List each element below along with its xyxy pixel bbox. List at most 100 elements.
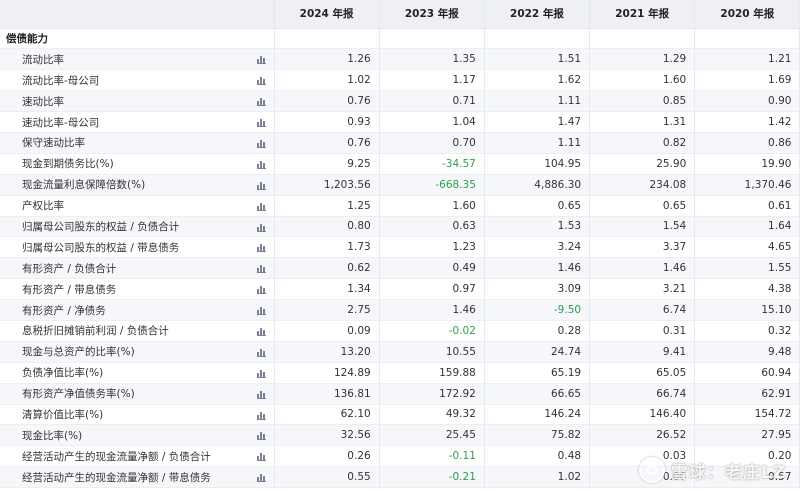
value-cell: 1.73 bbox=[274, 236, 380, 258]
row-label: 流动比率-母公司 bbox=[22, 74, 100, 87]
row-label-cell: 流动比率 bbox=[0, 48, 275, 70]
bar-chart-icon[interactable] bbox=[256, 306, 266, 316]
value-cell: 1.46 bbox=[589, 257, 696, 279]
value-cell: 66.74 bbox=[589, 383, 696, 405]
table-row: 现金比率(%) 32.56 25.45 75.82 26.52 27.95 bbox=[0, 424, 800, 446]
value-cell: 1.21 bbox=[694, 48, 800, 70]
value-cell: 1.17 bbox=[379, 69, 485, 91]
value-cell: 26.52 bbox=[589, 424, 696, 446]
value-cell: 0.26 bbox=[274, 445, 380, 467]
table-row: 归属母公司股东的权益 / 负债合计 0.80 0.63 1.53 1.54 1.64 bbox=[0, 216, 800, 237]
value-cell: 25.45 bbox=[379, 424, 485, 446]
value-cell: 62.10 bbox=[274, 404, 380, 425]
value-cell: 9.41 bbox=[589, 341, 696, 363]
bar-chart-icon[interactable] bbox=[256, 139, 266, 148]
bar-chart-icon[interactable] bbox=[256, 181, 266, 190]
row-label: 有形资产净值债务率(%) bbox=[22, 388, 135, 401]
row-label-cell: 有形资产净值债务率(%) bbox=[0, 383, 275, 405]
value-cell: 0.20 bbox=[694, 445, 800, 467]
value-cell: 32.56 bbox=[274, 424, 380, 446]
value-cell: 0.63 bbox=[379, 216, 485, 237]
header-year-1[interactable]: 2023 年报 bbox=[379, 0, 485, 29]
table-header-row: 2024 年报 2023 年报 2022 年报 2021 年报 2020 年报 bbox=[0, 0, 800, 29]
bar-chart-icon[interactable] bbox=[256, 369, 266, 378]
row-label: 保守速动比率 bbox=[22, 137, 85, 150]
bar-chart-icon[interactable] bbox=[256, 452, 266, 462]
value-cell: 0.55 bbox=[274, 466, 380, 488]
value-cell: 1.64 bbox=[694, 216, 800, 237]
bar-chart-icon[interactable] bbox=[256, 327, 266, 336]
row-label-cell: 现金与总资产的比率(%) bbox=[0, 341, 275, 363]
row-label: 现金比率(%) bbox=[22, 429, 83, 442]
table-row: 现金流量利息保障倍数(%) 1,203.56 -668.35 4,886.30 234.… bbox=[0, 174, 800, 196]
value-cell: 65.05 bbox=[589, 362, 696, 384]
table-row: 负债净值比率(%) 124.89 159.88 65.19 65.05 60.94 bbox=[0, 362, 800, 384]
header-year-4[interactable]: 2020 年报 bbox=[694, 0, 800, 29]
bar-chart-icon[interactable] bbox=[256, 202, 266, 211]
row-label-cell: 现金比率(%) bbox=[0, 424, 275, 446]
table-row: 经营活动产生的现金流量净额 / 带息债务 0.55 -0.21 1.02 0.06 0.5… bbox=[0, 466, 800, 488]
value-cell: -668.35 bbox=[379, 174, 485, 196]
table-row: 流动比率 1.26 1.35 1.51 1.29 1.21 bbox=[0, 48, 800, 70]
header-year-0[interactable]: 2024 年报 bbox=[274, 0, 380, 29]
row-label: 有形资产 / 带息债务 bbox=[22, 283, 117, 296]
section-row: 偿债能力 bbox=[0, 28, 800, 49]
bar-chart-icon[interactable] bbox=[256, 390, 266, 399]
value-cell: 2.75 bbox=[274, 299, 380, 321]
table-row: 产权比率 1.25 1.60 0.65 0.65 0.61 bbox=[0, 195, 800, 217]
value-cell: 124.89 bbox=[274, 362, 380, 384]
value-cell: 3.24 bbox=[484, 236, 591, 258]
value-cell: 1,203.56 bbox=[274, 174, 380, 196]
value-cell: 65.19 bbox=[484, 362, 591, 384]
bar-chart-icon[interactable] bbox=[256, 285, 266, 295]
value-cell: -0.21 bbox=[379, 466, 485, 488]
value-cell: 6.74 bbox=[589, 299, 696, 321]
row-label-cell: 有形资产 / 净债务 bbox=[0, 299, 275, 321]
section-title: 偿债能力 bbox=[0, 28, 275, 49]
bar-chart-icon[interactable] bbox=[256, 118, 266, 128]
header-year-2[interactable]: 2022 年报 bbox=[484, 0, 591, 29]
value-cell: 3.37 bbox=[589, 236, 696, 258]
row-label-cell: 归属母公司股东的权益 / 负债合计 bbox=[0, 216, 275, 237]
row-label: 有形资产 / 净债务 bbox=[22, 304, 106, 317]
value-cell: 0.82 bbox=[589, 132, 696, 154]
row-label: 归属母公司股东的权益 / 带息债务 bbox=[22, 241, 180, 254]
table-row: 保守速动比率 0.76 0.70 1.11 0.82 0.86 bbox=[0, 132, 800, 154]
table-row: 有形资产 / 带息债务 1.34 0.97 3.09 3.21 4.38 bbox=[0, 278, 800, 300]
bar-chart-icon[interactable] bbox=[256, 97, 266, 107]
value-cell: 0.28 bbox=[484, 320, 591, 342]
value-cell: -0.02 bbox=[379, 320, 485, 342]
value-cell: 0.09 bbox=[274, 320, 380, 342]
bar-chart-icon[interactable] bbox=[256, 243, 266, 253]
value-cell: 62.91 bbox=[694, 383, 800, 405]
bar-chart-icon[interactable] bbox=[256, 348, 266, 357]
value-cell: 1,370.46 bbox=[694, 174, 800, 196]
value-cell: 159.88 bbox=[379, 362, 485, 384]
value-cell: 1.11 bbox=[484, 132, 591, 154]
bar-chart-icon[interactable] bbox=[256, 473, 266, 483]
value-cell: 1.60 bbox=[589, 69, 696, 91]
row-label: 速动比率-母公司 bbox=[22, 116, 100, 129]
row-label-cell: 清算价值比率(%) bbox=[0, 404, 275, 425]
value-cell: 104.95 bbox=[484, 153, 591, 175]
value-cell: 0.70 bbox=[379, 132, 485, 154]
value-cell: 0.80 bbox=[274, 216, 380, 237]
bar-chart-icon[interactable] bbox=[256, 55, 266, 65]
value-cell: 9.25 bbox=[274, 153, 380, 175]
value-cell: 15.10 bbox=[694, 299, 800, 321]
header-year-3[interactable]: 2021 年报 bbox=[589, 0, 696, 29]
value-cell: 0.62 bbox=[274, 257, 380, 279]
value-cell: 0.97 bbox=[379, 278, 485, 300]
bar-chart-icon[interactable] bbox=[256, 411, 266, 420]
value-cell: 234.08 bbox=[589, 174, 696, 196]
bar-chart-icon[interactable] bbox=[256, 431, 266, 441]
bar-chart-icon[interactable] bbox=[256, 160, 266, 169]
bar-chart-icon[interactable] bbox=[256, 264, 266, 274]
value-cell: 9.48 bbox=[694, 341, 800, 363]
row-label-cell: 现金流量利息保障倍数(%) bbox=[0, 174, 275, 196]
row-label-cell: 经营活动产生的现金流量净额 / 带息债务 bbox=[0, 466, 275, 488]
bar-chart-icon[interactable] bbox=[256, 76, 266, 86]
value-cell: 1.35 bbox=[379, 48, 485, 70]
bar-chart-icon[interactable] bbox=[256, 223, 266, 232]
row-label: 现金流量利息保障倍数(%) bbox=[22, 179, 146, 192]
